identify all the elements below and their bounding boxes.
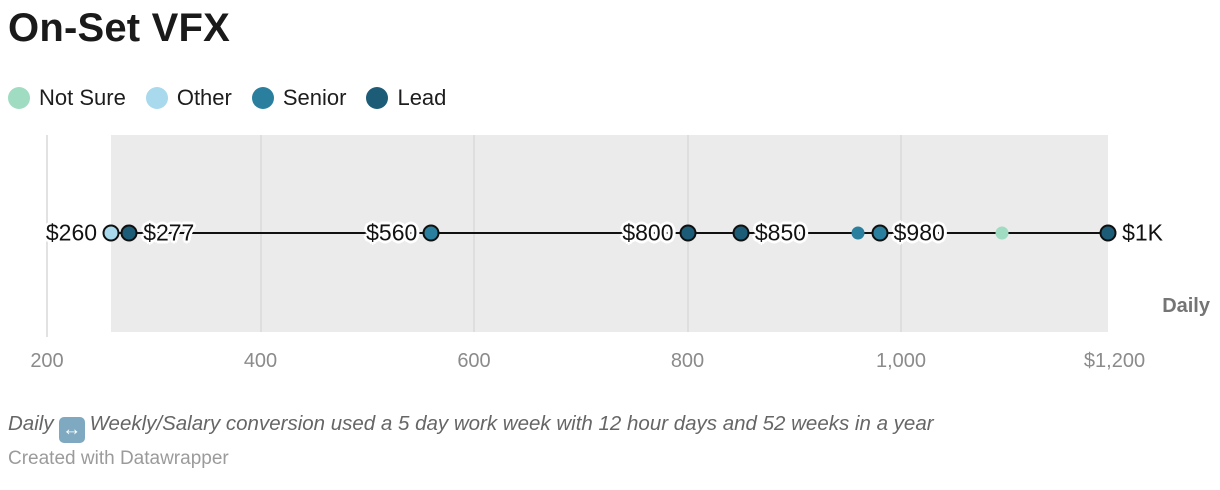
- data-point-senior[interactable]: [871, 224, 889, 242]
- legend-label: Senior: [282, 85, 347, 110]
- footnote-text-after: Weekly/Salary conversion used a 5 day wo…: [89, 412, 934, 435]
- legend-swatch-icon: [251, 87, 274, 109]
- axis-tick-label: 400: [243, 350, 278, 372]
- data-point-lead[interactable]: [1099, 224, 1117, 242]
- datawrapper-credit[interactable]: Created with Datawrapper: [8, 448, 229, 469]
- data-point-label: $850: [754, 219, 807, 246]
- footnote: Daily ↔ Weekly/Salary conversion used a 5 …: [8, 412, 934, 443]
- legend-item-senior: Senior: [251, 85, 347, 111]
- legend-item-not-sure: Not Sure: [8, 85, 126, 111]
- legend-item-other: Other: [145, 85, 232, 111]
- axis-tick-label: $1,200: [1083, 350, 1146, 372]
- data-point-lead[interactable]: [732, 224, 750, 242]
- legend-label: Not Sure: [39, 85, 126, 110]
- legend-swatch-icon: [366, 87, 389, 109]
- data-point-senior[interactable]: [851, 226, 865, 240]
- left-right-arrow-emoji: ↔: [58, 417, 85, 443]
- data-point-other[interactable]: [102, 224, 120, 242]
- axis-tick-label: 600: [457, 350, 491, 372]
- axis-tick-label: 800: [670, 350, 705, 372]
- plot-area: 200 400 600 800 1,000 $1,200 $260 $277 $560 $800 $…: [0, 135, 1220, 372]
- axis-tick-label: 1,000: [875, 350, 927, 372]
- axis-tick-label: 200: [30, 350, 64, 372]
- gridline: [46, 135, 48, 337]
- data-point-not-sure[interactable]: [995, 226, 1009, 240]
- legend: Not Sure Other Senior Lead: [8, 85, 446, 111]
- axis-unit-label: Daily: [1162, 295, 1210, 317]
- data-point-label: $800: [622, 219, 674, 246]
- legend-item-lead: Lead: [366, 85, 446, 111]
- data-point-lead[interactable]: [120, 224, 138, 242]
- legend-label: Lead: [397, 85, 447, 110]
- legend-swatch-icon: [145, 87, 168, 109]
- legend-label: Other: [176, 85, 232, 110]
- connector-line: [111, 231, 1109, 235]
- data-point-label: $560: [366, 219, 418, 246]
- data-point-label: $1K: [1122, 219, 1164, 246]
- data-point-label: $980: [893, 219, 945, 246]
- legend-swatch-icon: [8, 87, 30, 109]
- data-point-senior[interactable]: [422, 224, 440, 242]
- footnote-text-before: Daily: [8, 412, 54, 435]
- data-point-label: $260: [45, 219, 98, 246]
- data-point-label: $277: [143, 219, 195, 246]
- data-point-lead[interactable]: [679, 224, 696, 242]
- chart-title: On-Set VFX: [8, 6, 231, 50]
